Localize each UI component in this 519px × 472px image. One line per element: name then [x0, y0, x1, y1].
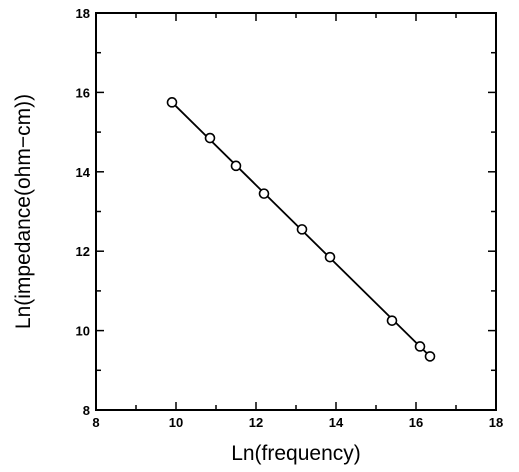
data-point	[414, 341, 426, 352]
y-tick-label: 18	[76, 6, 90, 21]
x-tick-label: 16	[409, 415, 423, 430]
y-tick-label: 16	[76, 85, 90, 100]
x-axis-label: Ln(frequency)	[231, 442, 361, 465]
data-point	[166, 97, 178, 108]
y-tick-label: 12	[76, 244, 90, 259]
data-point	[324, 251, 336, 263]
data-point	[258, 188, 270, 199]
plot-axes	[95, 12, 497, 411]
data-point	[230, 160, 242, 172]
data-point	[386, 315, 398, 326]
data-points	[166, 97, 436, 362]
x-tick-label: 18	[489, 415, 503, 430]
x-tick-label: 10	[169, 415, 183, 430]
x-tick-label: 12	[249, 415, 263, 430]
y-tick-label: 8	[83, 403, 90, 418]
axis-ticks: 8 10 12 14 16 18 8 10 12 14 16 18	[76, 6, 504, 430]
y-tick-label: 14	[76, 165, 91, 180]
x-tick-label: 14	[329, 415, 344, 430]
y-tick-label: 10	[76, 324, 90, 339]
x-tick-label: 8	[92, 415, 99, 430]
data-point	[424, 351, 436, 362]
y-axis-label: Ln(impedance(ohm−cm))	[12, 94, 35, 329]
plot-frame	[95, 12, 497, 411]
data-point	[296, 224, 308, 235]
data-point	[204, 132, 216, 144]
